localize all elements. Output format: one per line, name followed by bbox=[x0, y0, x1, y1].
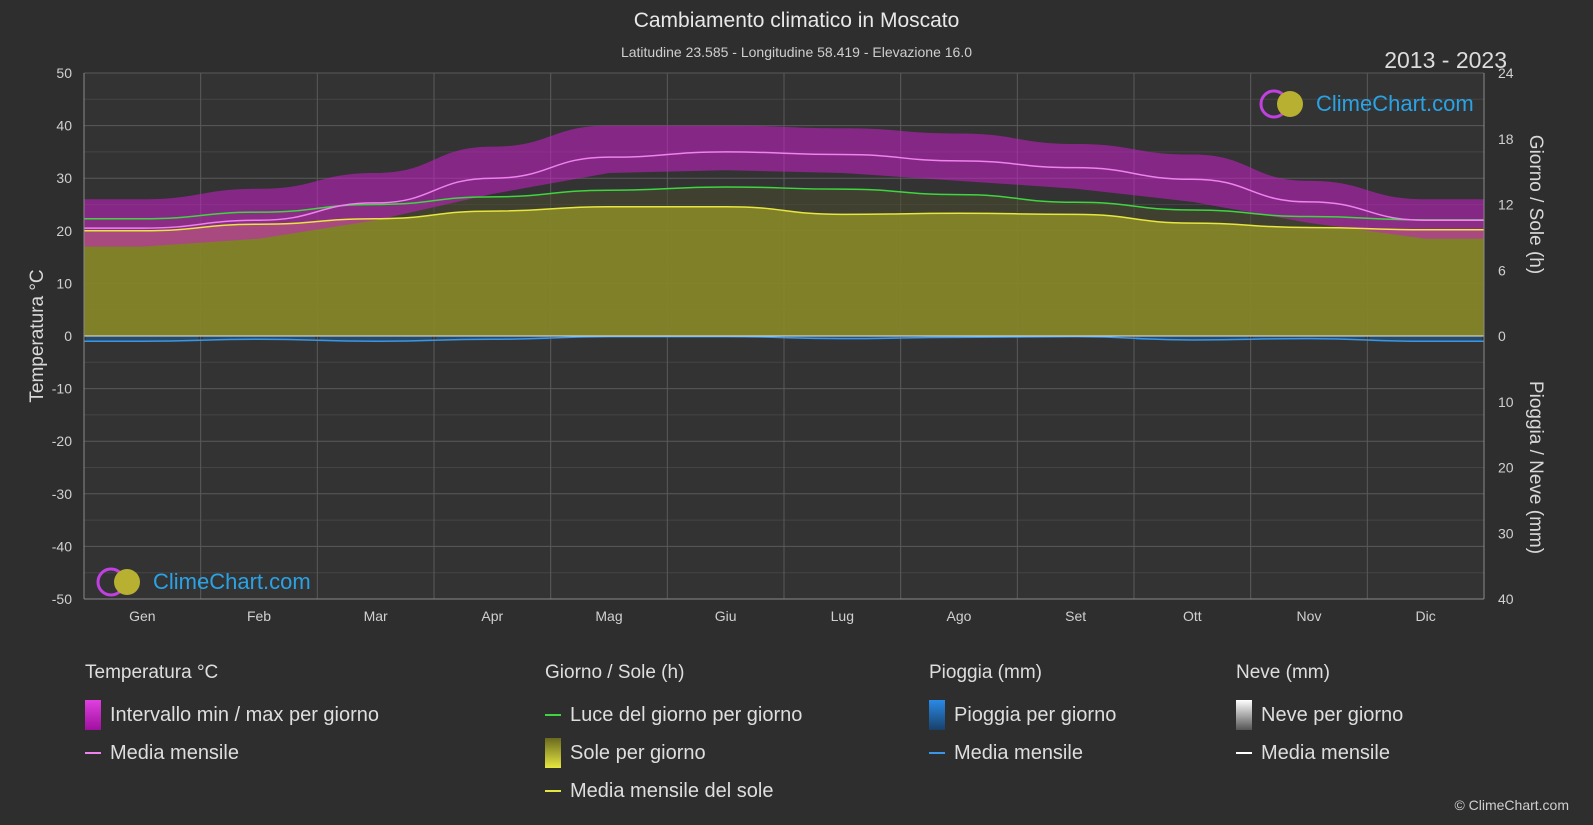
legend-item-snow-day: Neve per giorno bbox=[1236, 696, 1403, 734]
legend-header: Pioggia (mm) bbox=[929, 662, 1042, 683]
logo-top-right: ClimeChart.com bbox=[1258, 88, 1474, 120]
temp-mean-line bbox=[84, 151, 1484, 229]
y-left-tick-label: 20 bbox=[56, 223, 72, 239]
y-right-tick-label: 0 bbox=[1498, 328, 1506, 344]
x-tick-label: Gen bbox=[129, 608, 155, 624]
daylight-line bbox=[84, 186, 1485, 221]
legend-header: Temperatura °C bbox=[85, 662, 219, 683]
x-tick-label: Ago bbox=[947, 608, 972, 624]
y-left-tick-label: 10 bbox=[56, 275, 72, 291]
logo-icon bbox=[1259, 89, 1303, 119]
chart-subtitle: Latitudine 23.585 - Longitudine 58.419 -… bbox=[620, 44, 973, 60]
swatch bbox=[929, 700, 945, 730]
swatch bbox=[85, 752, 101, 754]
y-left-tick-label: 0 bbox=[64, 328, 72, 344]
legend-header: Neve (mm) bbox=[1236, 662, 1330, 683]
legend-item-temp-range: Intervallo min / max per giorno bbox=[85, 696, 379, 734]
y-right-tick-label: 12 bbox=[1498, 197, 1514, 213]
chart-title: Cambiamento climatico in Moscato bbox=[633, 9, 960, 32]
climate-chart: 50 40 30 20 10 0 -10 -20 -30 -40 -50 24 18 12 6 0 10 20 30… bbox=[27, 65, 1546, 624]
rain-bar bbox=[202, 336, 316, 340]
copyright: © ClimeChart.com bbox=[1454, 797, 1569, 813]
swatch bbox=[545, 714, 561, 716]
legend-temperature: Temperatura °C Intervallo min / max per … bbox=[85, 662, 379, 772]
y-right-top-axis-title: Giorno / Sole (h) bbox=[1525, 135, 1546, 274]
swatch bbox=[545, 738, 561, 768]
legend-item-sun-day: Sole per giorno bbox=[545, 734, 802, 772]
y-left-tick-label: 40 bbox=[56, 118, 72, 134]
logo-text: ClimeChart.com bbox=[1316, 91, 1474, 116]
rain-bar bbox=[1252, 336, 1366, 339]
y-left-axis-title: Temperatura °C bbox=[27, 269, 48, 402]
y-right-tick-label: 6 bbox=[1498, 262, 1506, 278]
y-left-tick-label: -20 bbox=[52, 433, 72, 449]
legend-label: Intervallo min / max per giorno bbox=[110, 703, 380, 726]
rain-bar bbox=[786, 336, 899, 339]
x-tick-label: Mar bbox=[364, 608, 388, 624]
temp-range-band bbox=[84, 125, 1484, 247]
x-tick-label: Giu bbox=[715, 608, 737, 624]
y-left-tick-label: -30 bbox=[52, 486, 72, 502]
legend-sun: Giorno / Sole (h) Luce del giorno per gi… bbox=[545, 662, 802, 810]
y-left-tick-label: -40 bbox=[52, 538, 72, 554]
x-tick-label: Feb bbox=[247, 608, 271, 624]
legend-label: Sole per giorno bbox=[570, 741, 706, 764]
y-left-tick-label: -50 bbox=[52, 591, 72, 607]
rain-bar bbox=[86, 336, 199, 342]
x-tick-label: Set bbox=[1065, 608, 1086, 624]
x-tick-label: Mag bbox=[595, 608, 622, 624]
x-tick-label: Apr bbox=[481, 608, 503, 624]
y-right-tick-label: 18 bbox=[1498, 131, 1514, 147]
logo-text: ClimeChart.com bbox=[153, 569, 311, 594]
y-right-tick-label: 24 bbox=[1498, 65, 1514, 81]
legend-label: Pioggia per giorno bbox=[954, 703, 1117, 726]
legend-item-rain-day: Pioggia per giorno bbox=[929, 696, 1116, 734]
y-left-tick-label: -10 bbox=[52, 381, 72, 397]
sun-area bbox=[84, 206, 1484, 336]
swatch bbox=[1236, 700, 1252, 730]
y-right-tick-label: 40 bbox=[1498, 591, 1514, 607]
y-right-tick-label: 10 bbox=[1498, 394, 1514, 410]
legend-label: Neve per giorno bbox=[1261, 703, 1404, 726]
legend-item-snow-mean: Media mensile bbox=[1236, 734, 1403, 772]
legend-item-temp-mean: Media mensile bbox=[85, 734, 379, 772]
rain-bar bbox=[1369, 336, 1482, 342]
x-tick-label: Lug bbox=[831, 608, 854, 624]
legend-label: Media mensile del sole bbox=[570, 779, 774, 802]
y-left-tick-label: 50 bbox=[56, 65, 72, 81]
x-tick-label: Ott bbox=[1183, 608, 1202, 624]
rain-bar bbox=[319, 336, 432, 342]
x-tick-label: Dic bbox=[1416, 608, 1436, 624]
legend-snow: Neve (mm) Neve per giorno Media mensile bbox=[1236, 662, 1403, 772]
y-right-tick-label: 20 bbox=[1498, 460, 1514, 476]
logo-icon bbox=[96, 567, 140, 597]
rain-bar bbox=[436, 336, 549, 340]
y-right-bottom-axis-title: Pioggia / Neve (mm) bbox=[1525, 381, 1546, 554]
year-range: 2013 - 2023 bbox=[1384, 47, 1507, 73]
rain-mean-line bbox=[83, 335, 1484, 343]
swatch bbox=[1236, 752, 1252, 754]
legend-label: Media mensile bbox=[1261, 741, 1390, 764]
swatch bbox=[85, 700, 101, 730]
y-right-tick-label: 30 bbox=[1498, 525, 1514, 541]
legend-label: Media mensile bbox=[954, 741, 1083, 764]
legend-item-sun-mean: Media mensile del sole bbox=[545, 772, 802, 810]
legend-header: Giorno / Sole (h) bbox=[545, 662, 685, 683]
legend-rain: Pioggia (mm) Pioggia per giorno Media me… bbox=[929, 662, 1116, 772]
x-tick-label: Nov bbox=[1297, 608, 1322, 624]
swatch bbox=[929, 752, 945, 754]
logo-bottom-left: ClimeChart.com bbox=[95, 566, 311, 598]
legend-item-rain-mean: Media mensile bbox=[929, 734, 1116, 772]
rain-bar bbox=[1136, 336, 1249, 340]
y-left-tick-label: 30 bbox=[56, 170, 72, 186]
legend-label: Luce del giorno per giorno bbox=[570, 703, 803, 726]
legend-label: Media mensile bbox=[110, 741, 239, 764]
sun-mean-line bbox=[84, 205, 1484, 232]
swatch bbox=[545, 790, 561, 792]
legend-item-daylight: Luce del giorno per giorno bbox=[545, 696, 802, 734]
